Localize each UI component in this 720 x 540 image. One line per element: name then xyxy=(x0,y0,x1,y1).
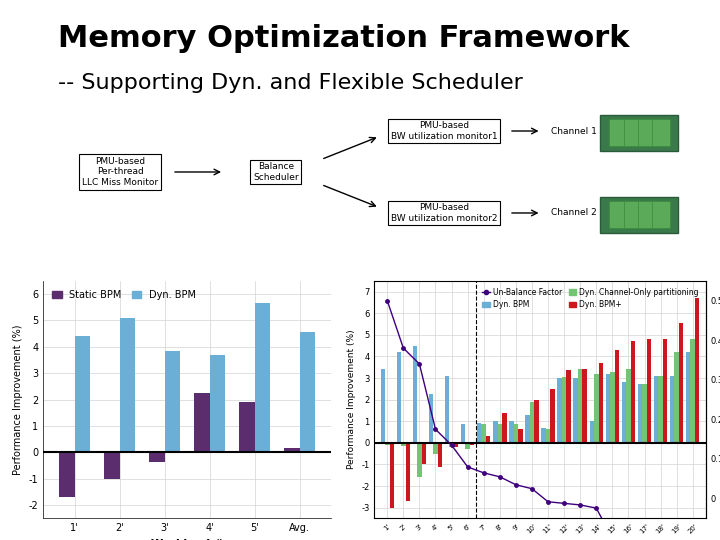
FancyBboxPatch shape xyxy=(624,201,642,228)
Bar xyxy=(385,443,390,445)
Bar xyxy=(638,384,642,443)
Text: PMU-based
BW utilization monitor2: PMU-based BW utilization monitor2 xyxy=(391,203,498,222)
Bar xyxy=(562,377,567,443)
Bar xyxy=(255,303,271,453)
FancyBboxPatch shape xyxy=(638,201,656,228)
Bar xyxy=(75,336,91,453)
Bar xyxy=(518,429,523,443)
Bar xyxy=(454,443,459,447)
Bar xyxy=(557,378,562,443)
Bar xyxy=(438,443,442,467)
Bar xyxy=(642,384,647,443)
FancyBboxPatch shape xyxy=(652,119,670,146)
Text: PMU-based
BW utilization monitor1: PMU-based BW utilization monitor1 xyxy=(391,122,498,141)
Bar xyxy=(530,402,534,443)
Text: Balance
Scheduler: Balance Scheduler xyxy=(253,163,299,181)
Bar xyxy=(686,352,690,443)
FancyBboxPatch shape xyxy=(624,119,642,146)
Bar xyxy=(498,424,502,443)
Bar xyxy=(239,402,255,453)
FancyBboxPatch shape xyxy=(600,115,678,151)
X-axis label: Workload #: Workload # xyxy=(151,539,223,540)
Bar xyxy=(590,421,594,443)
Bar xyxy=(663,339,667,443)
Bar xyxy=(428,394,433,443)
Bar xyxy=(284,448,300,453)
Text: Memory Optimization Framework: Memory Optimization Framework xyxy=(58,24,629,53)
Bar xyxy=(390,443,394,508)
FancyBboxPatch shape xyxy=(652,201,670,228)
Bar xyxy=(449,443,454,447)
FancyBboxPatch shape xyxy=(600,197,678,233)
Text: PMU-based
Per-thread
LLC Miss Monitor: PMU-based Per-thread LLC Miss Monitor xyxy=(82,157,158,187)
Bar xyxy=(401,443,405,446)
Bar xyxy=(445,376,449,443)
Bar xyxy=(578,369,582,443)
Bar xyxy=(486,436,490,443)
Bar xyxy=(194,393,210,453)
Bar xyxy=(690,339,695,443)
Bar xyxy=(610,372,615,443)
Bar xyxy=(615,350,619,443)
Bar xyxy=(417,443,422,477)
Bar xyxy=(647,339,652,443)
Bar xyxy=(465,443,470,449)
Bar xyxy=(631,341,635,443)
Bar xyxy=(606,374,610,443)
Bar xyxy=(59,453,75,497)
Text: Channel 2: Channel 2 xyxy=(551,208,597,218)
Text: -- Supporting Dyn. and Flexible Scheduler: -- Supporting Dyn. and Flexible Schedule… xyxy=(58,73,523,93)
Bar xyxy=(502,413,507,443)
Bar xyxy=(509,421,513,443)
Bar xyxy=(626,369,631,443)
Bar xyxy=(621,382,626,443)
Bar xyxy=(165,351,181,453)
Bar xyxy=(594,374,598,443)
Text: Channel 1: Channel 1 xyxy=(551,126,597,136)
Bar xyxy=(149,453,165,462)
FancyBboxPatch shape xyxy=(638,119,656,146)
Bar xyxy=(477,423,482,443)
Bar xyxy=(658,376,663,443)
Legend: Un-Balance Factor, Dyn. BPM, Dyn. Channel-Only partitioning, Dyn. BPM+: Un-Balance Factor, Dyn. BPM, Dyn. Channe… xyxy=(480,285,702,313)
Bar xyxy=(534,400,539,443)
Bar xyxy=(598,363,603,443)
Bar xyxy=(541,428,546,443)
Bar xyxy=(675,352,679,443)
Legend: Static BPM, Dyn. BPM: Static BPM, Dyn. BPM xyxy=(48,286,200,303)
Bar xyxy=(380,369,385,443)
Bar xyxy=(482,424,486,443)
Bar xyxy=(413,346,417,443)
Bar xyxy=(461,424,465,443)
Bar xyxy=(670,376,675,443)
Bar xyxy=(573,378,578,443)
Bar xyxy=(397,352,401,443)
Y-axis label: Performance Improvement (%): Performance Improvement (%) xyxy=(13,325,23,475)
Bar xyxy=(546,429,550,443)
FancyBboxPatch shape xyxy=(609,201,628,228)
Bar xyxy=(525,415,530,443)
Bar xyxy=(513,424,518,443)
Bar xyxy=(695,298,700,443)
Bar xyxy=(210,355,225,453)
Bar xyxy=(422,443,426,464)
Bar xyxy=(433,443,438,454)
Bar xyxy=(120,318,135,453)
Bar xyxy=(493,421,498,443)
Bar xyxy=(405,443,410,501)
Bar xyxy=(470,443,474,445)
Bar xyxy=(300,332,315,453)
FancyBboxPatch shape xyxy=(609,119,628,146)
Bar xyxy=(567,370,571,443)
Y-axis label: Performance Improvement (%): Performance Improvement (%) xyxy=(346,330,356,469)
Bar xyxy=(550,389,555,443)
Bar xyxy=(679,323,683,443)
Bar xyxy=(654,376,658,443)
Bar xyxy=(104,453,120,479)
Bar xyxy=(582,369,587,443)
